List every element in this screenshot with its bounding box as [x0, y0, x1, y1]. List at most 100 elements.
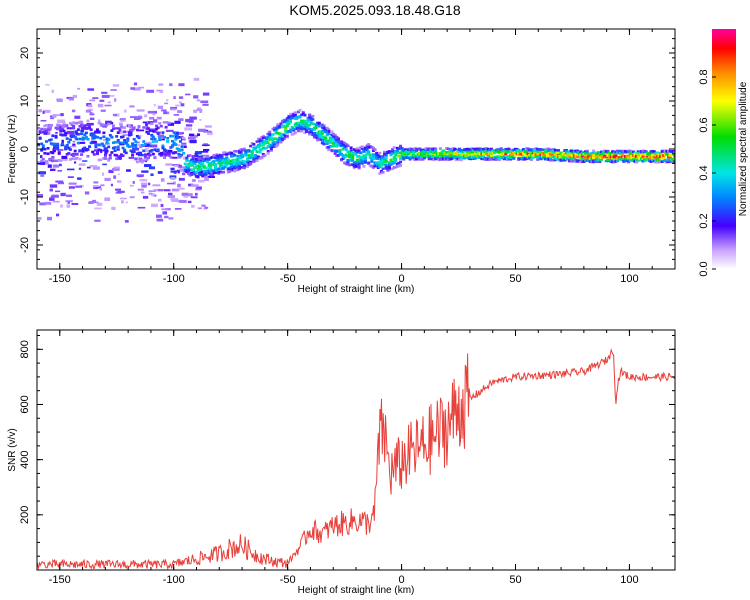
- heatmap-cell: [341, 142, 345, 146]
- heatmap-cell: [95, 201, 99, 204]
- heatmap-cell: [384, 159, 388, 162]
- heatmap-cell: [229, 153, 233, 156]
- heatmap-cell: [349, 155, 353, 159]
- heatmap-cell: [392, 161, 396, 165]
- heatmap-cell: [64, 147, 68, 151]
- heatmap-cell: [402, 152, 406, 155]
- heatmap-cell: [193, 77, 200, 81]
- heatmap-cell: [320, 132, 324, 135]
- heatmap-cell: [480, 149, 484, 153]
- heatmap-cell: [89, 141, 93, 145]
- heatmap-cell: [64, 133, 68, 137]
- heatmap-cell: [351, 152, 355, 156]
- heatmap-cell: [76, 121, 80, 125]
- heatmap-cell: [585, 152, 589, 156]
- heatmap-cell: [381, 171, 385, 174]
- heatmap-cell: [191, 168, 195, 172]
- heatmap-cell: [40, 149, 44, 152]
- heatmap-cell: [249, 154, 253, 157]
- heatmap-cell: [169, 149, 173, 153]
- heatmap-cell: [488, 148, 492, 152]
- heatmap-cell: [392, 166, 396, 169]
- heatmap-cell: [400, 153, 404, 156]
- heatmap-cell: [585, 151, 589, 154]
- heatmap-cell: [89, 111, 93, 115]
- heatmap-cell: [405, 149, 409, 153]
- heatmap-cell: [386, 151, 390, 154]
- heatmap-cell: [445, 157, 449, 160]
- heatmap-cell: [448, 149, 452, 153]
- heatmap-cell: [44, 123, 48, 127]
- heatmap-cell: [241, 162, 245, 165]
- heatmap-cell: [52, 200, 60, 203]
- heatmap-cell: [157, 171, 163, 174]
- y-tick-label: 0: [19, 146, 31, 152]
- heatmap-cell: [105, 137, 109, 141]
- heatmap-cell: [569, 159, 573, 163]
- heatmap-cell: [660, 150, 664, 153]
- heatmap-cell: [112, 84, 120, 87]
- heatmap-cell: [446, 158, 450, 161]
- heatmap-cell: [41, 144, 45, 147]
- heatmap-cell: [193, 166, 197, 169]
- heatmap-cell: [249, 156, 253, 160]
- heatmap-cell: [266, 132, 270, 136]
- heatmap-cell: [330, 145, 334, 148]
- heatmap-cell: [279, 136, 283, 139]
- heatmap-cell: [295, 127, 299, 131]
- heatmap-cell: [470, 156, 474, 159]
- heatmap-cell: [553, 148, 557, 152]
- heatmap-cell: [335, 144, 339, 148]
- heatmap-cell: [529, 151, 533, 155]
- heatmap-cell: [121, 135, 125, 139]
- y-tick-label: -10: [19, 189, 31, 205]
- heatmap-cell: [253, 157, 257, 160]
- heatmap-cell: [430, 149, 434, 153]
- heatmap-cell: [311, 114, 315, 118]
- heatmap-cell: [608, 153, 612, 156]
- heatmap-cell: [627, 150, 631, 154]
- heatmap-cell: [38, 161, 46, 165]
- heatmap-cell: [579, 160, 583, 164]
- heatmap-cell: [193, 160, 197, 164]
- heatmap-cell: [296, 129, 300, 133]
- heatmap-cell: [163, 111, 168, 115]
- heatmap-cell: [569, 153, 573, 156]
- heatmap-cell: [191, 158, 195, 161]
- heatmap-cell: [137, 188, 144, 191]
- heatmap-cell: [655, 158, 659, 161]
- heatmap-cell: [467, 156, 471, 160]
- heatmap-cell: [174, 143, 178, 146]
- heatmap-cell: [182, 172, 186, 176]
- heatmap-cell: [198, 157, 202, 160]
- heatmap-cell: [93, 149, 100, 152]
- heatmap-cell: [296, 115, 300, 119]
- heatmap-cell: [375, 155, 379, 159]
- heatmap-cell: [117, 173, 120, 176]
- heatmap-cell: [639, 154, 643, 158]
- heatmap-cell: [322, 128, 326, 132]
- heatmap-cell: [84, 191, 90, 195]
- heatmap-cell: [378, 162, 382, 166]
- heatmap-cell: [255, 157, 259, 161]
- heatmap-cell: [197, 133, 201, 137]
- heatmap-cell: [223, 152, 227, 156]
- heatmap-cell: [373, 164, 377, 168]
- heatmap-cell: [333, 135, 337, 139]
- heatmap-cell: [336, 140, 340, 144]
- heatmap-cell: [190, 168, 194, 172]
- heatmap-cell: [91, 150, 95, 154]
- heatmap-cell: [386, 166, 390, 169]
- heatmap-cell: [201, 157, 205, 160]
- heatmap-cell: [625, 159, 629, 163]
- heatmap-cell: [204, 173, 208, 176]
- heatmap-cell: [279, 132, 283, 136]
- heatmap-cell: [102, 135, 106, 139]
- heatmap-cell: [186, 166, 190, 170]
- heatmap-cell: [442, 154, 446, 158]
- heatmap-cell: [434, 149, 438, 152]
- heatmap-cell: [55, 213, 60, 217]
- heatmap-cell: [117, 190, 125, 193]
- heatmap-cell: [249, 144, 253, 148]
- heatmap-cell: [352, 148, 356, 151]
